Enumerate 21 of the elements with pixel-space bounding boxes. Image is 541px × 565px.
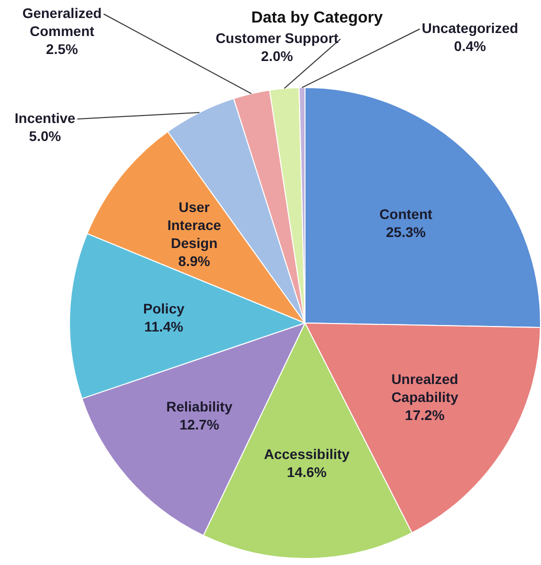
slice-label: Incentive xyxy=(14,110,76,126)
slice-label: Uncategorized xyxy=(422,20,518,36)
slice-label: Reliability xyxy=(166,398,233,415)
data-label: 0.4% xyxy=(454,38,486,54)
slice-label: Policy xyxy=(143,300,185,316)
data-label: 11.4% xyxy=(144,318,184,334)
data-label: 17.2% xyxy=(404,406,446,423)
chart-title: Data by Category xyxy=(251,9,383,26)
slice-label: User Interace Design xyxy=(167,199,222,252)
data-label: 5.0% xyxy=(29,128,62,144)
slice-label: Unrealzed Capability xyxy=(391,370,458,405)
data-label: 14.6% xyxy=(286,464,328,480)
data-label: 8.9% xyxy=(178,253,211,270)
data-label: 12.7% xyxy=(179,416,220,433)
slice-label: Customer Support xyxy=(216,30,339,46)
data-label: 25.3% xyxy=(386,224,426,240)
slice-label: Content xyxy=(379,206,433,222)
data-label: 2.0% xyxy=(261,48,294,64)
slice-label: Generalized Comment xyxy=(22,4,102,39)
slice-label: Accessibility xyxy=(264,446,350,462)
data-label: 2.5% xyxy=(46,40,78,57)
